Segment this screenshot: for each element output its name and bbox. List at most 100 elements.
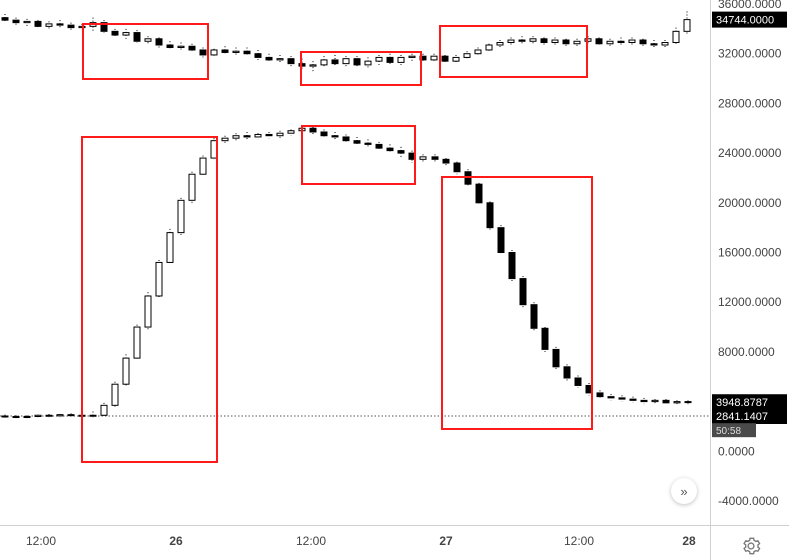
y-tick-label: 8000.0000 <box>718 345 775 359</box>
candle-body <box>321 132 327 136</box>
candle-body <box>542 328 548 349</box>
countdown-label: 50:58 <box>716 426 741 437</box>
price-tag-label: 2841.1407 <box>716 411 768 423</box>
candle-body <box>156 39 162 45</box>
candle-body <box>409 56 415 57</box>
candle-body <box>365 61 371 65</box>
candle-body <box>24 417 30 418</box>
candle-body <box>57 24 63 25</box>
candlestick-chart[interactable]: -4000.00000.00004000.00008000.000012000.… <box>0 0 789 560</box>
candle-body <box>541 39 547 43</box>
candle-body <box>68 415 74 416</box>
candle-body <box>145 39 151 41</box>
candle-body <box>266 57 272 59</box>
candle-body <box>354 59 360 65</box>
candle-body <box>35 21 41 26</box>
chart-settings-button[interactable] <box>741 536 761 556</box>
candle-body <box>652 400 658 401</box>
candle-body <box>685 402 691 403</box>
candle-body <box>376 144 382 148</box>
candle-body <box>156 262 162 296</box>
candle-body <box>574 41 580 43</box>
candle-body <box>475 50 481 54</box>
candle-body <box>607 41 613 43</box>
candle-body <box>343 59 349 64</box>
candle-body <box>90 415 96 416</box>
price-tag-label: 34744.0000 <box>716 15 774 27</box>
candle-body <box>575 378 581 385</box>
candle-body <box>244 51 250 53</box>
candle-body <box>178 46 184 47</box>
candle-body <box>255 54 261 58</box>
candle-body <box>46 415 52 416</box>
candle-body <box>310 65 316 66</box>
candle-body <box>673 31 679 42</box>
candle-body <box>145 296 151 327</box>
candle-body <box>464 54 470 58</box>
candle-body <box>674 402 680 403</box>
candle-body <box>255 134 261 136</box>
candle-body <box>277 133 283 135</box>
candle-body <box>432 157 438 159</box>
candle-body <box>68 25 74 27</box>
candle-body <box>509 253 515 279</box>
y-tick-label: 28000.0000 <box>718 96 782 110</box>
candle-body <box>222 50 228 52</box>
y-tick-label: 36000.0000 <box>718 0 782 11</box>
candle-body <box>288 131 294 133</box>
candle-body <box>277 59 283 60</box>
x-tick-label: 26 <box>169 534 183 548</box>
candle-body <box>123 358 129 384</box>
candle-body <box>332 136 338 137</box>
candle-body <box>453 57 459 61</box>
candle-body <box>497 43 503 45</box>
candle-body <box>123 33 129 35</box>
candle-body <box>487 203 493 228</box>
y-tick-label: 12000.0000 <box>718 295 782 309</box>
candle-body <box>233 136 239 138</box>
y-tick-label: 16000.0000 <box>718 246 782 260</box>
candle-body <box>321 60 327 65</box>
candle-body <box>332 60 338 64</box>
candle-body <box>189 174 195 200</box>
candle-body <box>134 33 140 42</box>
candle-body <box>454 163 460 172</box>
highlight-box <box>442 177 592 429</box>
candle-body <box>112 31 118 35</box>
candle-body <box>46 24 52 26</box>
candle-body <box>134 327 140 358</box>
y-tick-label: 0.0000 <box>718 444 755 458</box>
candle-body <box>531 305 537 329</box>
candle-body <box>354 141 360 143</box>
candle-body <box>520 279 526 305</box>
candle-body <box>442 56 448 61</box>
x-tick-label: 28 <box>682 534 696 548</box>
candle-body <box>420 157 426 159</box>
candle-body <box>288 59 294 64</box>
candle-body <box>2 18 8 20</box>
candle-body <box>476 184 482 203</box>
candle-body <box>641 400 647 401</box>
candle-body <box>398 151 404 153</box>
candle-body <box>519 40 525 41</box>
candle-body <box>662 43 668 45</box>
candle-body <box>167 45 173 47</box>
candle-body <box>365 143 371 144</box>
candle-body <box>376 57 382 61</box>
candle-body <box>35 415 41 416</box>
y-tick-label: 24000.0000 <box>718 146 782 160</box>
highlight-box <box>83 24 208 79</box>
candle-body <box>608 397 614 398</box>
y-tick-label: 20000.0000 <box>718 196 782 210</box>
candle-body <box>553 349 559 366</box>
candle-body <box>629 40 635 42</box>
candle-body <box>443 159 449 163</box>
candle-body <box>310 128 316 132</box>
candle-body <box>563 40 569 44</box>
candle-body <box>112 384 118 405</box>
candle-body <box>13 20 19 22</box>
candle-body <box>663 400 669 402</box>
candle-body <box>2 416 8 417</box>
scroll-right-button[interactable]: » <box>671 478 697 504</box>
candle-body <box>244 136 250 137</box>
